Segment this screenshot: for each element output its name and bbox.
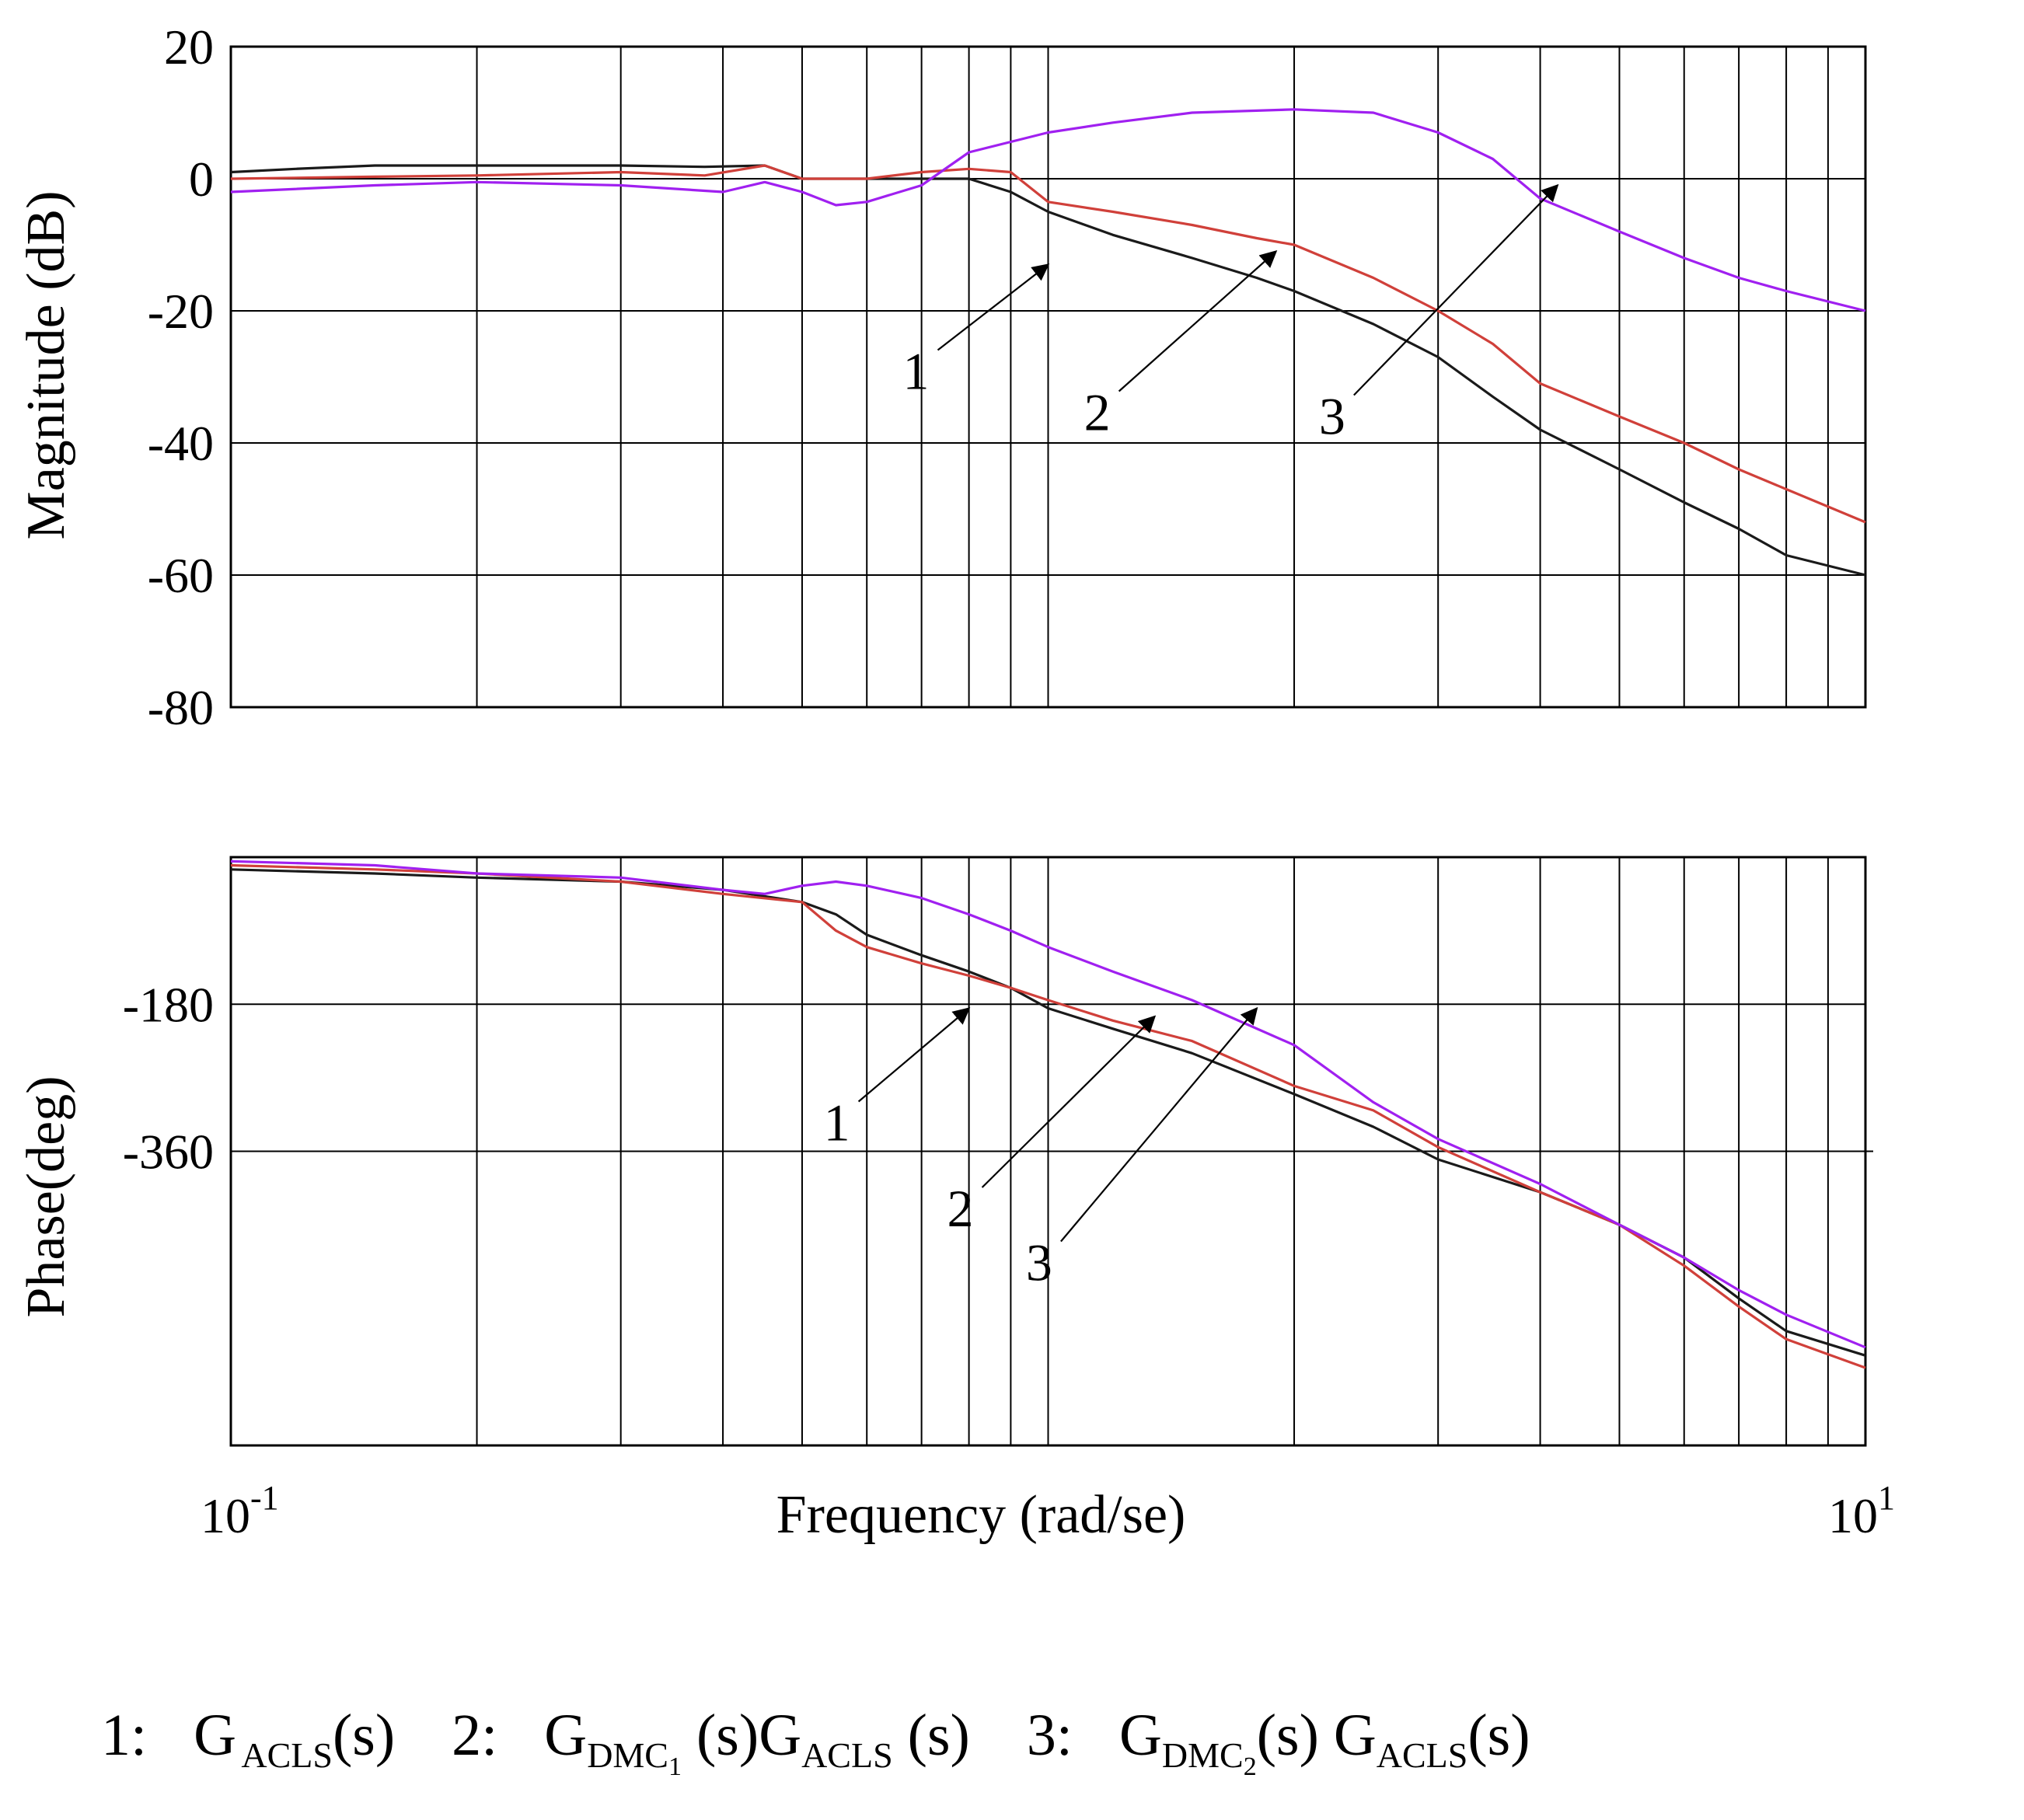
legend-1-g: G: [194, 1703, 237, 1768]
legend-2-sub1-index: 1: [668, 1752, 682, 1782]
legend-3-sub1-text: DMC: [1161, 1735, 1244, 1776]
phase-callout-arrow-2: [981, 1015, 1157, 1188]
legend: 1: G ACLS(s) 2: GDMC1 (s)GACLS (s) 3: GDMC2…: [101, 1702, 2013, 1795]
legend-1-tail: (s): [332, 1703, 396, 1768]
magnitude-y-tick-label: -40: [148, 416, 214, 471]
magnitude-tick-labels: 20 0 -20 -40 -60 -80: [148, 19, 214, 735]
legend-2-number: 2:: [452, 1703, 498, 1768]
legend-2-sub1-text: DMC: [587, 1735, 668, 1776]
phase-callout-label-2: 2: [947, 1179, 974, 1238]
legend-item-3: 3: GDMC2(s) GACLS(s): [1027, 1702, 1530, 1782]
legend-item-1: 1: G ACLS(s): [101, 1702, 395, 1776]
legend-2-mid: (s)G: [682, 1703, 802, 1768]
magnitude-y-tick-label: -20: [148, 284, 214, 339]
x-tick-low-exp: -1: [250, 1479, 279, 1517]
phase-tick-labels: -180 -360: [123, 977, 214, 1179]
magnitude-grid: [229, 45, 1867, 709]
legend-3-sub1: DMC2: [1161, 1735, 1257, 1781]
magnitude-callout-label-1: 1: [903, 342, 930, 401]
magnitude-y-tick-label: -60: [148, 548, 214, 603]
magnitude-plot: 1 2 3 20 0 -20 -40 -60 -80 Magnitude (dB): [16, 19, 1867, 735]
phase-curve-3: [230, 859, 1866, 1349]
phase-series: [230, 859, 1866, 1369]
x-tick-high-exp: 1: [1878, 1479, 1895, 1517]
phase-callouts: 1 23: [824, 1006, 1258, 1292]
magnitude-curve-2: [230, 164, 1866, 524]
legend-3-sub1-index: 2: [1243, 1752, 1257, 1782]
legend-item-2: 2: GDMC1 (s)GACLS (s): [452, 1702, 970, 1782]
magnitude-axis-label: Magnitude (dB): [16, 190, 76, 539]
legend-1-sub: ACLS: [241, 1735, 333, 1776]
phase-grid: [229, 856, 1873, 1447]
legend-2-g1: G: [544, 1703, 588, 1768]
legend-2-sub1: DMC1: [587, 1735, 682, 1781]
phase-callout-label-1: 1: [824, 1093, 850, 1152]
legend-3-sub2: ACLS: [1376, 1735, 1468, 1776]
phase-callout-arrow-3: [1060, 1006, 1258, 1243]
phase-curve-2: [230, 863, 1866, 1369]
bode-figure: 12 3 200-20-40-60-80 Magnitude (dB) 123 -…: [16, 19, 1895, 1545]
magnitude-y-tick-label: 20: [164, 19, 214, 75]
magnitude-callout-label-2: 2: [1084, 383, 1111, 442]
legend-2-tail: (s): [892, 1703, 970, 1768]
magnitude-callouts: 1 2 3: [903, 183, 1559, 446]
magnitude-y-tick-label: 0: [189, 152, 214, 207]
frequency-axis-label: Frequency (rad/se): [776, 1485, 1186, 1545]
legend-3-tail: (s): [1467, 1703, 1530, 1768]
phase-y-tick-label: -180: [123, 977, 214, 1032]
legend-1-number: 1:: [101, 1703, 148, 1768]
phase-callout-label-3: 3: [1026, 1233, 1052, 1292]
magnitude-callout-arrow-2: [1118, 250, 1278, 392]
phase-axis-label: Phase(deg): [16, 1076, 76, 1317]
phase-y-tick-label: -360: [123, 1124, 214, 1180]
x-tick-high-base: 10: [1828, 1488, 1878, 1543]
magnitude-callout-label-3: 3: [1319, 387, 1345, 446]
magnitude-callout-arrow-1: [937, 263, 1050, 351]
x-tick-label-high: 101: [1828, 1479, 1895, 1543]
magnitude-series: [230, 108, 1866, 577]
legend-3-mid: (s) G: [1256, 1703, 1377, 1768]
magnitude-curve-3: [230, 108, 1866, 312]
magnitude-callout-arrow-3: [1353, 183, 1559, 396]
legend-3-g1: G: [1119, 1703, 1162, 1768]
phase-plot: 1 23 -180 -360 Phase(deg): [16, 856, 1873, 1447]
x-tick-label-low: 10-1: [201, 1479, 279, 1543]
magnitude-y-tick-label: -80: [148, 680, 214, 735]
legend-2-sub2: ACLS: [801, 1735, 893, 1776]
x-tick-low-base: 10: [201, 1488, 250, 1543]
legend-3-number: 3:: [1026, 1703, 1073, 1768]
magnitude-curve-1: [230, 164, 1866, 577]
phase-callout-arrow-1: [857, 1007, 971, 1103]
